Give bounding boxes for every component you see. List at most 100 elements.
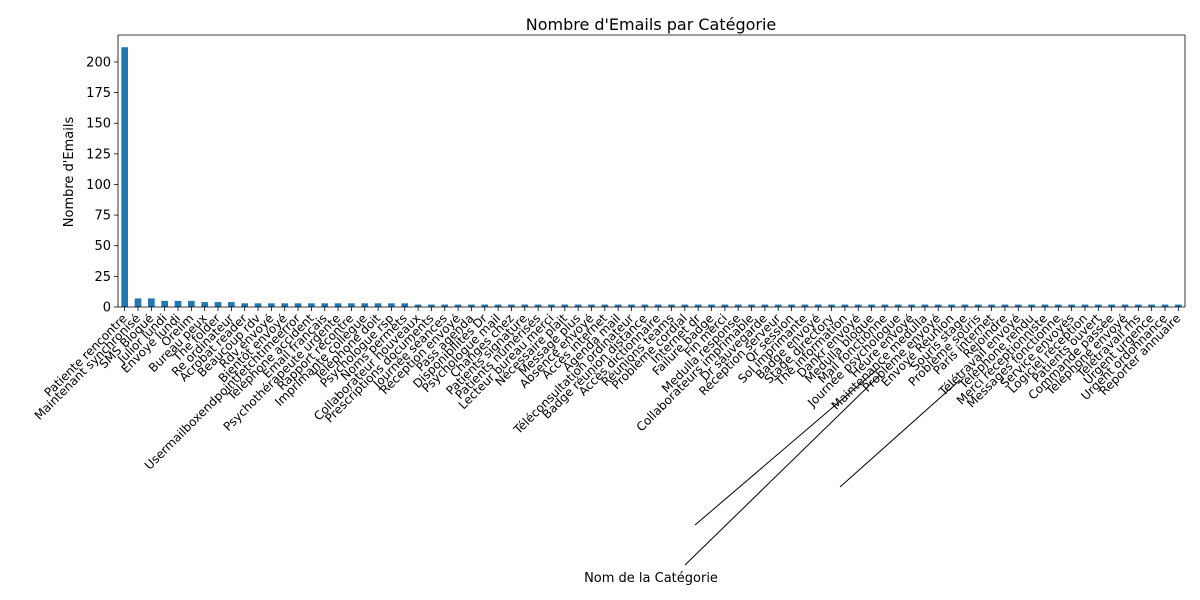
bar — [1161, 304, 1169, 307]
bar — [521, 304, 529, 307]
bar — [401, 303, 409, 307]
bar — [801, 304, 809, 307]
y-tick-label: 0 — [103, 301, 111, 316]
bar — [174, 300, 182, 307]
bar — [454, 304, 462, 307]
bar — [974, 304, 982, 307]
bar — [334, 303, 342, 307]
bar — [694, 304, 702, 307]
bar — [988, 304, 995, 307]
bar — [1041, 304, 1049, 307]
bar — [241, 303, 249, 307]
bar — [761, 304, 769, 307]
bar — [841, 304, 849, 307]
bar — [601, 304, 609, 307]
bar — [121, 47, 128, 307]
bar — [721, 304, 729, 307]
y-tick-label: 200 — [86, 55, 111, 70]
bar — [414, 304, 422, 307]
bar — [228, 302, 235, 307]
y-tick-label: 25 — [94, 270, 111, 285]
bar — [1001, 304, 1009, 307]
bar — [468, 304, 475, 307]
y-tick-label: 75 — [94, 209, 111, 224]
bar — [134, 298, 142, 307]
bar — [294, 303, 302, 307]
bar — [374, 303, 382, 307]
bar — [921, 304, 929, 307]
bar — [948, 304, 955, 307]
bar — [881, 304, 889, 307]
bar — [161, 300, 169, 307]
bar — [934, 304, 942, 307]
bar — [321, 303, 329, 307]
chart-title: Nombre d'Emails par Catégorie — [526, 15, 777, 34]
bar — [788, 304, 795, 307]
bar — [494, 304, 502, 307]
bar — [734, 304, 742, 307]
bar — [508, 304, 515, 307]
y-tick-label: 125 — [86, 147, 111, 162]
bar — [961, 304, 969, 307]
bar — [1054, 304, 1062, 307]
y-tick-label: 100 — [86, 178, 111, 193]
bar — [428, 304, 435, 307]
bar — [614, 304, 622, 307]
bar — [1121, 304, 1129, 307]
y-tick-label: 150 — [86, 117, 111, 132]
y-axis-label: Nombre d'Emails — [62, 117, 77, 228]
bar — [441, 304, 449, 307]
bar — [641, 304, 649, 307]
bar — [214, 302, 222, 307]
bar — [588, 304, 595, 307]
bar — [654, 304, 662, 307]
leader-line — [839, 379, 961, 488]
bar — [534, 304, 542, 307]
bar — [254, 303, 262, 307]
bar — [561, 304, 569, 307]
bar — [748, 304, 755, 307]
bar — [1028, 304, 1035, 307]
bar — [774, 304, 782, 307]
bar — [188, 300, 195, 307]
bar — [854, 304, 862, 307]
bar — [574, 304, 582, 307]
bar — [628, 304, 635, 307]
leader-line — [684, 374, 881, 566]
bar — [548, 304, 555, 307]
bar — [1134, 304, 1142, 307]
bar — [281, 303, 289, 307]
bar — [1068, 304, 1075, 307]
bar — [868, 304, 875, 307]
bar — [388, 303, 395, 307]
y-axis-ticks: 0 25 50 75 100 125 150 175 200 — [86, 55, 118, 316]
y-tick-label: 50 — [94, 239, 111, 254]
bar — [1108, 304, 1115, 307]
bar — [894, 304, 902, 307]
bar — [308, 303, 315, 307]
bar — [1148, 304, 1155, 307]
bar — [1094, 304, 1102, 307]
plot-frame — [117, 34, 1186, 308]
bar — [201, 302, 209, 307]
bar — [908, 304, 915, 307]
bar — [361, 303, 369, 307]
bar — [668, 304, 675, 307]
bar — [481, 304, 489, 307]
bar — [828, 304, 835, 307]
bar — [1014, 304, 1022, 307]
x-axis-label: Nom de la Catégorie — [584, 571, 718, 586]
bar — [708, 304, 715, 307]
label-leader-lines — [684, 366, 961, 566]
leader-line — [694, 366, 881, 526]
y-tick-label: 175 — [86, 86, 111, 101]
bar — [681, 304, 689, 307]
bar — [268, 303, 275, 307]
bar — [1175, 304, 1182, 307]
bar — [348, 303, 355, 307]
bars-group — [121, 47, 1182, 307]
bar — [1081, 304, 1089, 307]
